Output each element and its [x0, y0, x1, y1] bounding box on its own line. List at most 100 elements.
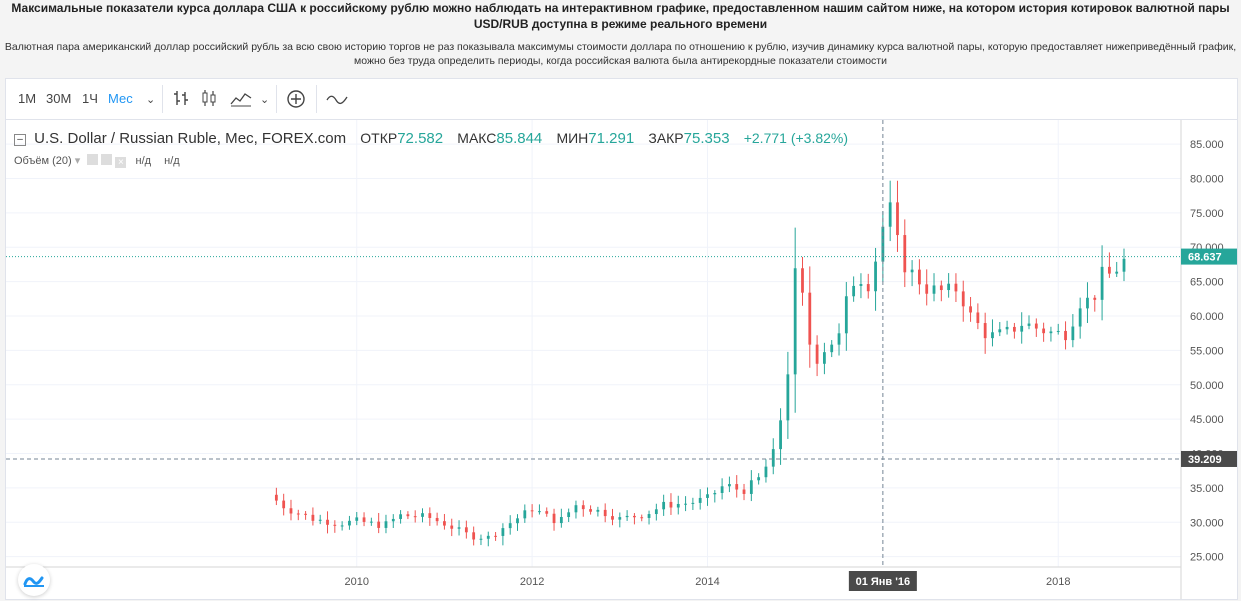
candle-body [450, 525, 454, 529]
symbol-title: U.S. Dollar / Russian Ruble, Мес, FOREX.… [34, 130, 347, 147]
candle [1115, 261, 1119, 277]
candle-body [983, 323, 987, 339]
candle [713, 490, 717, 503]
candle [720, 478, 724, 500]
candle-body [1086, 297, 1089, 309]
page-description: Валютная пара американский доллар россий… [4, 41, 1237, 67]
candle-body [633, 515, 636, 518]
candle-body [501, 528, 505, 536]
candle-body [779, 420, 782, 450]
candle [874, 247, 877, 311]
crosshair-date-label: 01 Янв '16 [856, 576, 911, 588]
volume-chevron-icon[interactable]: ▾ [74, 155, 81, 167]
candle-body [939, 285, 943, 291]
chart-toolbar: 1М 30М 1Ч Мес ⌄ ⌄ [6, 79, 1237, 120]
x-tick-label: 2018 [1046, 576, 1070, 588]
interval-chevron-down-icon[interactable]: ⌄ [146, 94, 156, 106]
candle-body [662, 501, 666, 510]
volume-settings-icon[interactable] [101, 154, 113, 165]
candle [859, 273, 863, 299]
tradingview-logo-icon[interactable] [18, 564, 50, 596]
candle [625, 510, 629, 521]
candle [428, 507, 432, 526]
candle [413, 510, 417, 523]
candle [742, 483, 746, 501]
chart-area[interactable]: 85.000 80.000 75.000 70.000 65.000 60.000 55.0… [6, 120, 1237, 599]
compare-icon[interactable] [326, 89, 348, 113]
candle-body [1122, 258, 1126, 272]
candle [786, 351, 790, 439]
candle-body [567, 512, 571, 518]
candle [1012, 322, 1016, 339]
candle-body [362, 517, 366, 522]
candle-body [428, 513, 432, 518]
candle-body [684, 503, 687, 505]
candle-body [523, 510, 527, 519]
candle [947, 273, 951, 298]
candle-body [844, 296, 848, 334]
candle [779, 408, 782, 465]
style-chevron-down-icon[interactable]: ⌄ [260, 94, 270, 106]
candle-body [808, 292, 812, 345]
candle [706, 487, 709, 506]
candle-body [384, 521, 388, 528]
volume-eye-icon[interactable] [87, 154, 99, 165]
candle-body [406, 514, 410, 517]
bar-style-icon[interactable] [172, 89, 190, 113]
candle-body [435, 517, 439, 522]
candle [479, 534, 483, 546]
candle-body [538, 511, 541, 513]
interval-1h-button[interactable]: 1Ч [82, 91, 98, 106]
candle [830, 340, 834, 358]
legend-collapse-icon[interactable]: – [14, 134, 26, 146]
candle-body [757, 477, 761, 481]
candle [918, 259, 921, 295]
candle [976, 303, 980, 330]
candle [801, 256, 804, 306]
candle [698, 489, 702, 510]
candle [684, 496, 687, 512]
candle-body [1027, 323, 1031, 326]
candle-body [961, 291, 965, 307]
candle [421, 508, 424, 523]
candle-style-icon[interactable] [200, 89, 218, 113]
y-tick-label: 85.000 [1190, 139, 1224, 151]
candle [523, 504, 527, 523]
candle-body [830, 344, 834, 353]
price-chart[interactable]: 85.00080.00075.00070.00065.00060.00055.0… [6, 120, 1237, 599]
add-indicator-icon[interactable] [286, 89, 306, 115]
low-label: МИН [556, 130, 589, 146]
candle-body [625, 515, 629, 518]
candle-body [1056, 330, 1060, 332]
candle-body [815, 344, 819, 364]
candle-body [494, 535, 497, 537]
candle [545, 507, 549, 517]
high-value: 85.844 [496, 130, 543, 147]
volume-legend: Объём (20) ▾ × н/д н/д [14, 154, 180, 168]
interval-1m-button[interactable]: 1М [18, 91, 37, 106]
candle [1071, 314, 1075, 348]
interval-month-button[interactable]: Мес [108, 91, 133, 106]
candle-body [1100, 266, 1104, 300]
candle-body [1107, 266, 1111, 274]
candle-body [274, 494, 278, 501]
crosshair-price-tag [1181, 450, 1237, 467]
interval-30m-button[interactable]: 30М [46, 91, 72, 106]
candle-body [552, 513, 556, 524]
candle [910, 260, 914, 287]
area-style-icon[interactable] [230, 89, 252, 113]
candle-body [296, 513, 300, 515]
y-tick-label: 35.000 [1190, 483, 1224, 495]
candle-body [859, 284, 863, 286]
candle [1049, 326, 1053, 342]
candle [559, 508, 563, 528]
crosshair-price-label: 39.209 [1188, 454, 1222, 466]
volume-close-icon[interactable]: × [115, 157, 127, 168]
chart-legend: – U.S. Dollar / Russian Ruble, Мес, FORE… [14, 130, 848, 147]
y-tick-label: 25.000 [1190, 552, 1224, 564]
candle [1122, 248, 1126, 282]
candle-body [874, 261, 877, 292]
candle-body [910, 269, 914, 273]
candle [369, 517, 373, 526]
candle-body [764, 466, 768, 478]
